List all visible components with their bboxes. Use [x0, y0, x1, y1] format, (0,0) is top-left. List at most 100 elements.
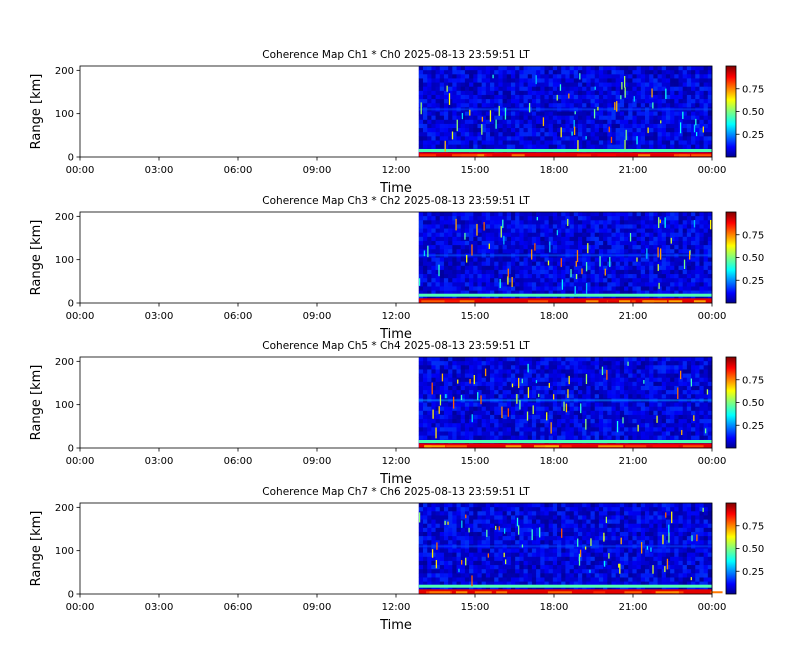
heatmap-cell	[615, 82, 621, 87]
heatmap-cell	[536, 282, 541, 287]
x-tick-label: 15:00	[461, 165, 490, 176]
heatmap-cell	[481, 390, 487, 395]
heatmap-cell	[636, 373, 642, 378]
heatmap-cell	[427, 224, 432, 229]
heatmap-cell	[481, 82, 487, 87]
heatmap-cell	[640, 82, 646, 87]
heatmap-cell	[615, 220, 621, 225]
heatmap-cell	[686, 423, 692, 428]
heatmap-cell	[665, 128, 671, 133]
heatmap-cell	[418, 269, 424, 275]
heatmap-cell	[490, 236, 495, 242]
heatmap-cell	[644, 99, 650, 104]
heatmap-cell	[603, 103, 608, 108]
heatmap-cell	[695, 282, 700, 287]
heatmap-cell	[540, 269, 545, 275]
heatmap-cell	[448, 66, 453, 71]
heatmap-cell	[707, 274, 713, 279]
heatmap-cell	[686, 282, 692, 287]
heatmap-cell	[653, 216, 658, 221]
heatmap-cell	[544, 394, 549, 399]
heatmap-cell	[569, 257, 575, 262]
heatmap-cell	[423, 507, 428, 512]
heatmap-cell	[439, 111, 445, 116]
heatmap-cell	[506, 220, 512, 225]
heatmap-cell	[628, 224, 633, 229]
heatmap-cell	[448, 123, 453, 129]
heatmap-cell	[544, 90, 549, 96]
heatmap-streak	[636, 257, 638, 262]
heatmap-cell	[632, 269, 637, 275]
heatmap-cell	[544, 402, 549, 407]
heatmap-cell	[431, 236, 436, 242]
coherence-band	[678, 154, 691, 157]
heatmap-cell	[603, 90, 608, 96]
heatmap-cell	[644, 282, 650, 287]
heatmap-cell	[594, 90, 600, 96]
heatmap-cell	[640, 435, 646, 441]
heatmap-cell	[490, 261, 495, 267]
heatmap-cell	[707, 414, 713, 420]
heatmap-cell	[481, 427, 487, 432]
heatmap-cell	[485, 220, 491, 225]
heatmap-cell	[531, 99, 537, 104]
heatmap-cell	[653, 390, 658, 395]
heatmap-cell	[649, 240, 654, 246]
heatmap-cell	[691, 390, 696, 395]
heatmap-cell	[540, 216, 545, 221]
heatmap-cell	[594, 224, 600, 229]
heatmap-cell	[657, 357, 663, 362]
heatmap-cell	[653, 220, 658, 225]
heatmap-cell	[536, 99, 541, 104]
heatmap-cell	[502, 265, 508, 271]
heatmap-cell	[490, 128, 495, 133]
heatmap-cell	[469, 357, 474, 362]
heatmap-cell	[469, 82, 474, 87]
heatmap-cell	[707, 257, 713, 262]
heatmap-cell	[670, 357, 675, 362]
y-axis-label: Range [km]	[29, 365, 44, 441]
heatmap-cell	[439, 427, 445, 432]
heatmap-cell	[552, 414, 558, 420]
heatmap-cell	[427, 257, 432, 262]
heatmap-cell	[439, 414, 445, 420]
heatmap-cell	[427, 361, 432, 366]
heatmap-cell	[552, 435, 558, 441]
heatmap-cell	[536, 249, 541, 254]
heatmap-cell	[510, 144, 516, 150]
heatmap-cell	[494, 278, 499, 283]
heatmap-cell	[481, 249, 487, 254]
heatmap-cell	[577, 132, 583, 137]
heatmap-cell	[670, 94, 675, 100]
heatmap-cell	[452, 269, 457, 275]
heatmap-streak	[659, 219, 661, 224]
heatmap-cells	[418, 212, 713, 304]
heatmap-cell	[615, 136, 621, 141]
heatmap-cell	[624, 119, 629, 125]
heatmap-cell	[703, 78, 709, 83]
heatmap-cell	[607, 427, 612, 432]
heatmap-cell	[448, 240, 453, 246]
heatmap-cell	[594, 249, 600, 254]
heatmap-cell	[527, 282, 533, 287]
heatmap-cell	[431, 361, 436, 366]
heatmap-cell	[636, 212, 642, 217]
heatmap-cell	[703, 261, 709, 267]
heatmap-cell	[691, 410, 696, 416]
heatmap-cell	[485, 282, 491, 287]
heatmap-cell	[565, 111, 570, 116]
heatmap-cell	[586, 220, 591, 225]
heatmap-cell	[418, 128, 424, 133]
heatmap-cell	[682, 240, 688, 246]
heatmap-cell	[452, 216, 457, 221]
heatmap-cell	[598, 99, 604, 104]
coherence-band	[522, 154, 542, 157]
heatmap-cell	[619, 282, 625, 287]
heatmap-cell	[519, 245, 524, 250]
heatmap-cells	[418, 66, 713, 158]
heatmap-cell	[569, 115, 575, 121]
heatmap-cell	[552, 294, 558, 300]
heatmap-cell	[632, 423, 637, 428]
heatmap-streak	[656, 415, 658, 423]
heatmap-cell	[691, 140, 696, 145]
